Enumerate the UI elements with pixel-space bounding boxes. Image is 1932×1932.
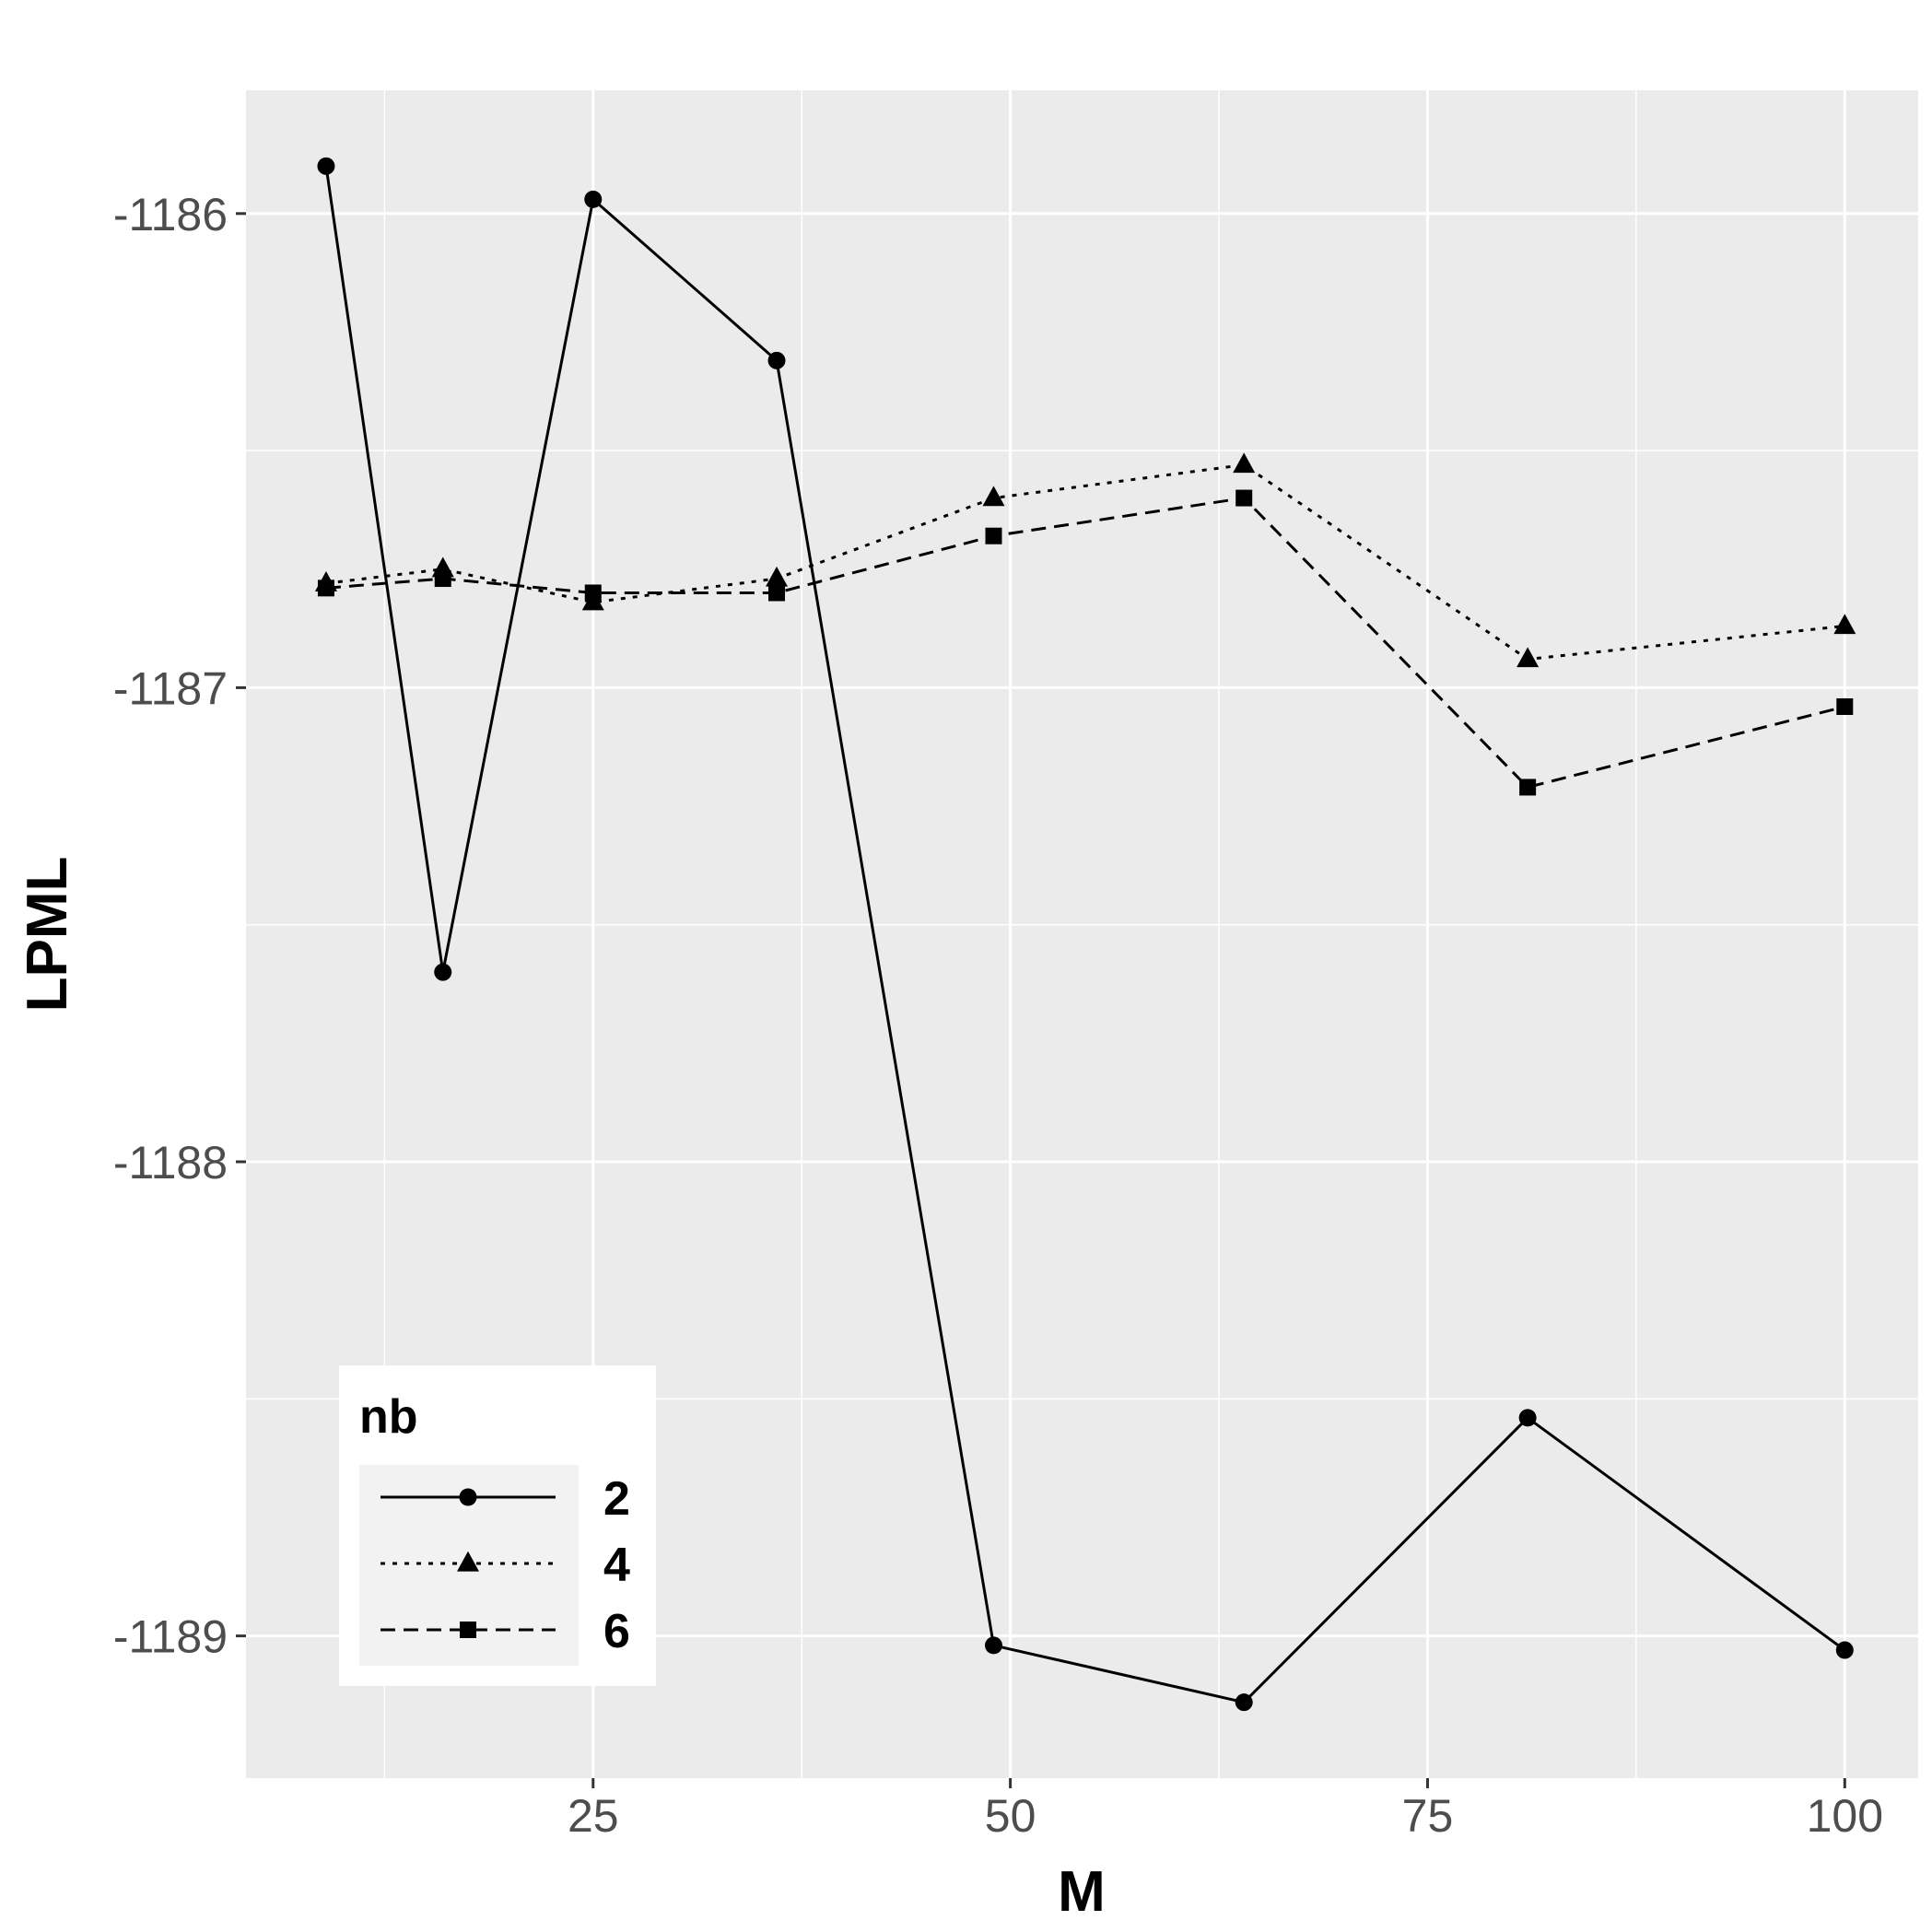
x-tick-label: 75 — [1402, 1790, 1454, 1842]
legend-label-nb-2: 2 — [603, 1472, 630, 1526]
y-tick-label: -1186 — [113, 189, 228, 240]
data-point-nb-6 — [768, 584, 786, 602]
data-point-nb-6 — [1235, 489, 1253, 507]
series-line-nb-6 — [325, 497, 1845, 789]
data-point-nb-4 — [766, 566, 789, 587]
data-point-nb-2 — [1235, 1693, 1253, 1712]
data-point-nb-6 — [985, 527, 1002, 544]
y-axis: -1186 -1187 -1188 -1189 — [113, 189, 246, 1663]
minor-gridlines — [246, 90, 1918, 1778]
data-point-nb-6 — [434, 570, 451, 588]
y-tick-label: -1188 — [113, 1137, 228, 1188]
data-point-nb-4 — [1516, 647, 1540, 668]
data-point-nb-4 — [1833, 614, 1856, 635]
series-layer — [314, 157, 1856, 1712]
x-axis: 25 50 75 100 — [568, 1778, 1883, 1842]
data-point-nb-4 — [982, 486, 1005, 507]
major-gridlines — [246, 90, 1918, 1778]
x-tick-label: 25 — [568, 1790, 619, 1842]
data-point-nb-6 — [1519, 779, 1537, 796]
data-point-nb-2 — [1835, 1641, 1854, 1659]
data-point-nb-6 — [317, 580, 334, 597]
data-point-nb-2 — [767, 351, 786, 369]
x-axis-title: M — [1058, 1860, 1106, 1924]
y-axis-title: LPML — [16, 857, 79, 1013]
legend-label-nb-6: 6 — [603, 1605, 630, 1658]
legend-items: 2 4 6 — [381, 1472, 630, 1658]
data-point-nb-2 — [434, 963, 452, 981]
data-point-nb-2 — [317, 157, 335, 175]
series-line-nb-2 — [324, 166, 1846, 1704]
y-tick-label: -1189 — [113, 1611, 228, 1663]
data-point-nb-6 — [584, 584, 602, 602]
data-point-nb-4 — [1233, 452, 1256, 474]
legend: nb 2 4 6 — [339, 1365, 656, 1686]
legend-key-marker-nb-4 — [457, 1551, 479, 1572]
data-point-nb-6 — [1836, 697, 1854, 715]
legend-label-nb-4: 4 — [603, 1539, 630, 1592]
legend-title: nb — [359, 1390, 418, 1444]
y-tick-label: -1187 — [113, 662, 228, 714]
data-point-nb-2 — [984, 1636, 1002, 1655]
legend-key-marker-nb-6 — [460, 1622, 476, 1638]
legend-key-marker-nb-2 — [459, 1488, 477, 1506]
x-tick-label: 50 — [985, 1790, 1036, 1842]
x-tick-label: 100 — [1807, 1790, 1883, 1842]
data-point-nb-2 — [584, 190, 603, 208]
data-point-nb-2 — [1518, 1409, 1537, 1427]
